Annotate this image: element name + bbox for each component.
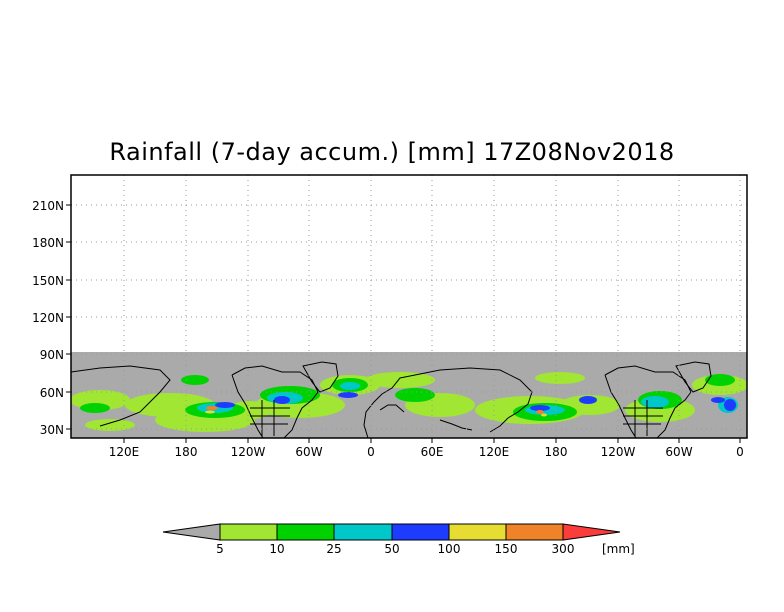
colorbar-label: 10 [269, 542, 284, 556]
y-axis: 210N 180N 150N 120N 90N 60N 30N [32, 199, 64, 437]
rainfall-field [71, 361, 747, 438]
colorbar-label: 100 [438, 542, 461, 556]
y-tick-label: 60N [40, 386, 64, 400]
colorbar-unit: [mm] [602, 542, 635, 556]
colorbar-label: 25 [326, 542, 341, 556]
y-tick-label: 30N [40, 423, 64, 437]
colorbar-swatch [276, 523, 335, 541]
colorbar-swatch [505, 523, 564, 541]
colorbar-label: 5 [216, 542, 224, 556]
x-tick-label: 60W [665, 445, 692, 459]
colorbar-swatch [333, 523, 393, 541]
y-tick-label: 180N [32, 236, 64, 250]
x-tick-label: 120W [601, 445, 636, 459]
colorbar-swatch [448, 523, 507, 541]
x-tick-label: 120E [479, 445, 510, 459]
colorbar-swatch [219, 523, 278, 541]
x-tick-label: 60E [421, 445, 444, 459]
colorbar-label: 150 [495, 542, 518, 556]
tick-marks [66, 204, 741, 443]
colorbar: 5 10 25 50 100 150 300 [mm] [162, 523, 635, 556]
colorbar-over-arrow [562, 523, 621, 541]
x-tick-label: 180 [545, 445, 568, 459]
y-tick-label: 210N [32, 199, 64, 213]
x-tick-label: 0 [367, 445, 375, 459]
x-axis: 120E 180 120W 60W 0 60E 120E 180 120W 60… [109, 445, 744, 459]
x-tick-label: 0 [736, 445, 744, 459]
colorbar-swatch [391, 523, 450, 541]
colorbar-label: 300 [552, 542, 575, 556]
y-tick-label: 120N [32, 311, 64, 325]
x-tick-label: 120W [231, 445, 266, 459]
y-tick-label: 90N [40, 348, 64, 362]
map-frame [70, 174, 748, 439]
y-tick-label: 150N [32, 274, 64, 288]
x-tick-label: 60W [295, 445, 322, 459]
x-tick-label: 120E [109, 445, 140, 459]
colorbar-label: 50 [384, 542, 399, 556]
x-tick-label: 180 [175, 445, 198, 459]
map-title: Rainfall (7-day accum.) [mm] 17Z08Nov201… [109, 138, 675, 166]
colorbar-under-arrow [162, 523, 221, 541]
